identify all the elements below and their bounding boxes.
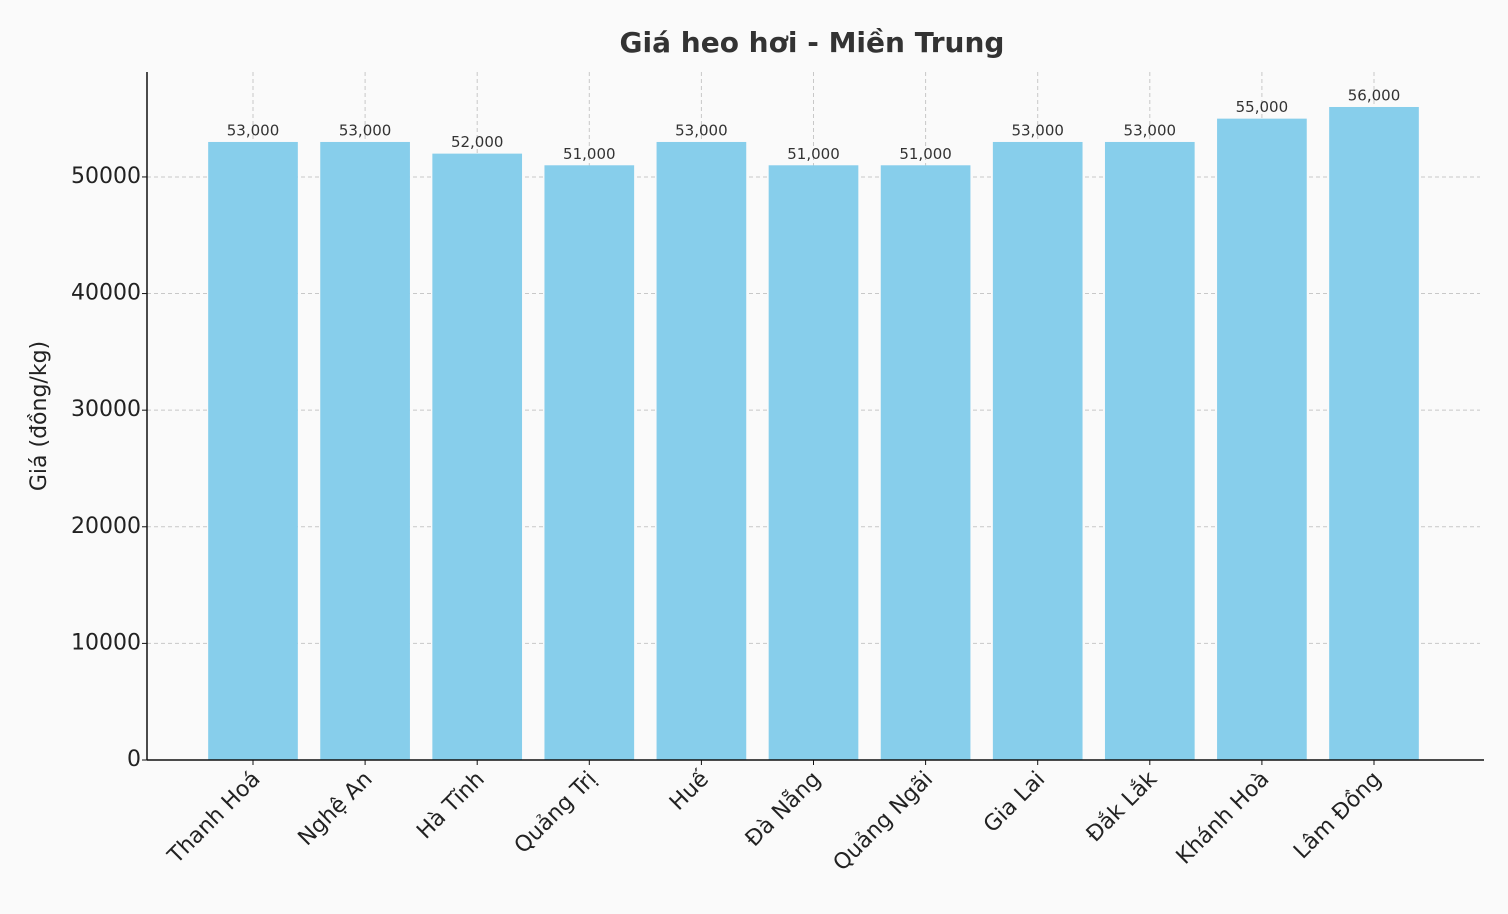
value-label: 53,000 (1011, 121, 1064, 139)
bar (1104, 141, 1195, 761)
bars (208, 106, 1419, 761)
value-label: 56,000 (1348, 86, 1401, 104)
value-label: 51,000 (787, 145, 840, 163)
y-axis-label: Giá (đồng/kg) (27, 341, 52, 491)
value-label: 53,000 (675, 121, 728, 139)
y-tick-label: 10000 (71, 630, 141, 655)
bar (208, 141, 298, 761)
y-tick-label: 40000 (71, 281, 141, 306)
chart-title: Giá heo hơi - Miền Trung (620, 26, 1005, 59)
y-tick-label: 50000 (71, 164, 141, 189)
bar (1329, 106, 1419, 761)
y-tick-label: 30000 (71, 397, 141, 422)
bar (432, 153, 523, 760)
value-label: 53,000 (1124, 121, 1177, 139)
value-label: 53,000 (339, 121, 392, 139)
y-tick-label: 20000 (71, 514, 141, 539)
value-label: 51,000 (899, 145, 952, 163)
y-tick-label: 0 (127, 747, 141, 772)
bar (656, 141, 747, 761)
value-label: 53,000 (227, 121, 280, 139)
bar (320, 141, 410, 761)
value-label: 55,000 (1236, 98, 1289, 116)
bar (1217, 118, 1307, 761)
bar (768, 165, 859, 760)
bar (544, 165, 635, 760)
bar (880, 165, 971, 760)
bar (992, 141, 1083, 761)
value-label: 51,000 (563, 145, 616, 163)
value-label: 52,000 (451, 133, 504, 151)
